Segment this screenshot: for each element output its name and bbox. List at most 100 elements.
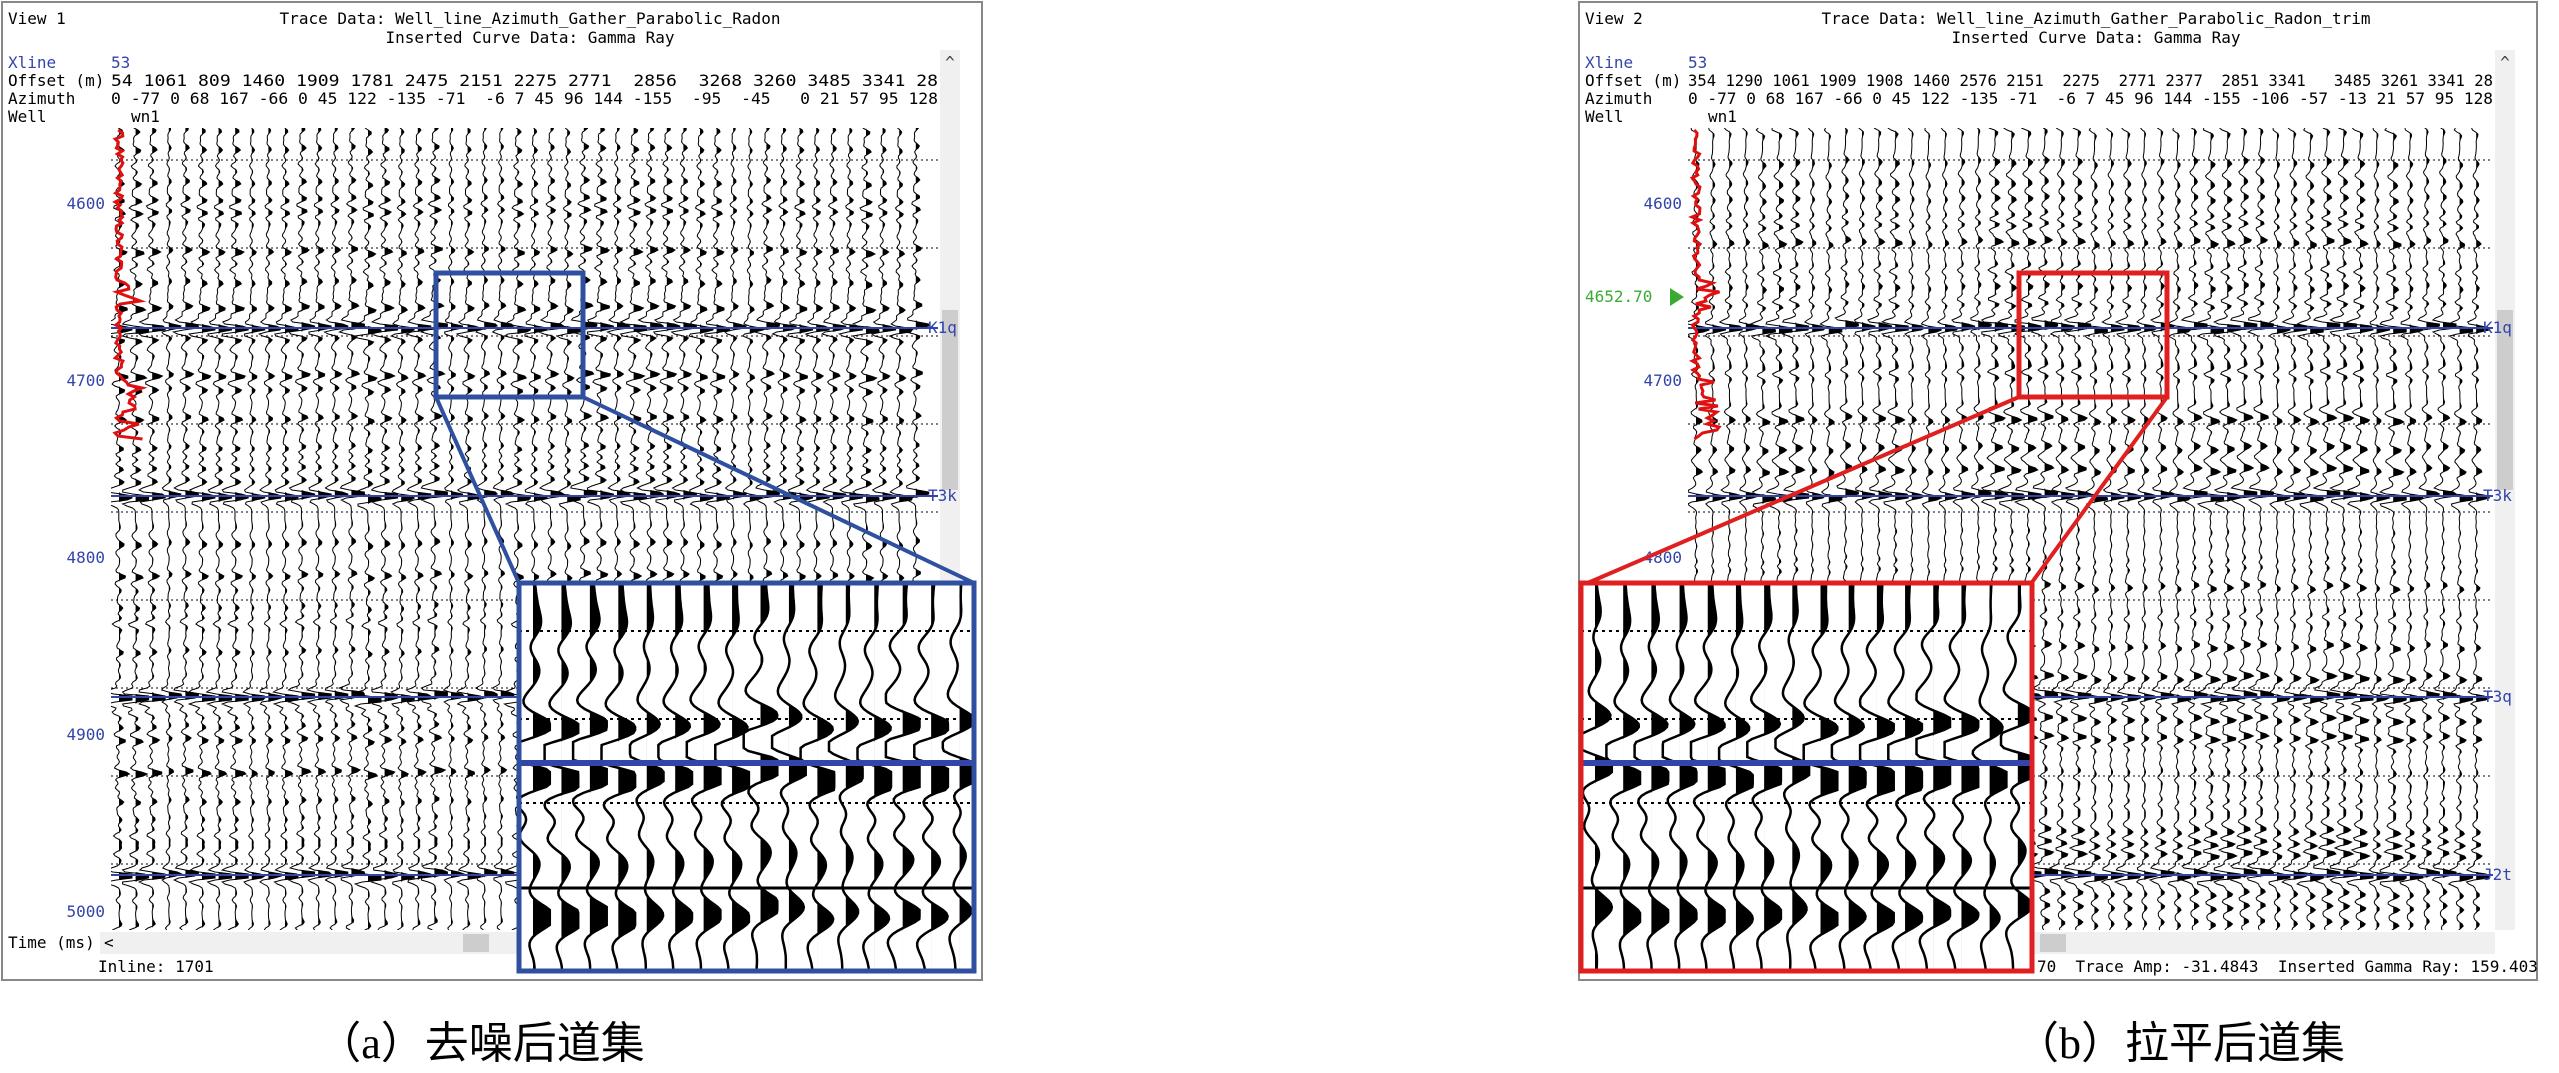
- trace-wiggle: [205, 128, 233, 930]
- trace-wiggle: [1915, 583, 1952, 971]
- trace-wiggle: [1717, 583, 1754, 971]
- marker-arrow: [1670, 288, 1684, 306]
- title: Trace Data: Well_line_Azimuth_Gather_Par…: [280, 9, 781, 28]
- trace-fill: [902, 583, 920, 971]
- trace-wiggle: [187, 128, 216, 930]
- trace-wiggle: [1605, 583, 1642, 970]
- trace-wiggle: [2447, 128, 2474, 930]
- trace-wiggle: [1887, 583, 1924, 971]
- header-label: Xline: [1585, 53, 1633, 72]
- time-tick-label: 4600: [1643, 194, 1682, 213]
- panel: View 1 Trace Data: Well_line_Azimuth_Gath…: [1, 1, 983, 1068]
- trace-wiggle: [657, 583, 694, 971]
- trace-wiggle: [827, 583, 864, 970]
- xline-value: 53: [111, 53, 130, 72]
- header-label: Offset (m): [8, 71, 104, 90]
- status-text: 70 Trace Amp: -31.4843 Inserted Gamma Ra…: [2037, 957, 2538, 976]
- trace-fill: [1623, 583, 1640, 971]
- scroll-up: ^: [2500, 53, 2510, 72]
- trace-wiggle: [685, 583, 722, 970]
- trace-wiggle: [1971, 583, 2008, 971]
- trace-wiggle: [2465, 128, 2491, 930]
- trace-wiggle: [305, 128, 332, 930]
- trace-fill: [1792, 583, 1810, 971]
- view-label: View 1: [8, 9, 66, 28]
- trace-wiggle: [2417, 128, 2441, 930]
- trace-fill: [1651, 583, 1669, 971]
- offset-values: 354 1290 1061 1909 1908 1460 2576 2151 2…: [1688, 71, 2493, 90]
- v-scroll-thumb: [942, 310, 958, 490]
- scroll-left: <: [104, 933, 114, 952]
- trace-fill: [1933, 583, 1950, 971]
- trace-wiggle: [2246, 128, 2274, 930]
- zoom-connector: [582, 395, 975, 585]
- trace-wiggle: [2281, 128, 2308, 930]
- horizon-label: T3k: [2483, 486, 2512, 505]
- trace-wiggle: [2379, 128, 2407, 930]
- caption: （a）去噪后道集: [317, 1019, 645, 1068]
- trace-wiggle: [257, 128, 283, 930]
- trace-wiggle: [2213, 128, 2241, 930]
- trace-wiggle: [628, 583, 665, 971]
- inset-traces: [519, 583, 974, 971]
- trace-wiggle: [1661, 583, 1698, 970]
- title: Trace Data: Well_line_Azimuth_Gather_Par…: [1821, 9, 2370, 28]
- trace-wiggle: [742, 583, 779, 971]
- time-label: Time (ms): [8, 933, 95, 952]
- trace-wiggle: [353, 128, 382, 930]
- time-tick-label: 4700: [66, 371, 105, 390]
- header-label: Xline: [8, 53, 56, 72]
- subtitle: Inserted Curve Data: Gamma Ray: [1952, 28, 2241, 47]
- trace-wiggle: [856, 583, 893, 971]
- trace-wiggle: [543, 583, 580, 971]
- trace-fill: [1679, 583, 1697, 971]
- v-scroll-thumb: [2497, 310, 2513, 490]
- trace-fill: [931, 583, 948, 971]
- xline-value: 53: [1688, 53, 1707, 72]
- status-text: Inline: 1701: [98, 957, 214, 976]
- trace-wiggle: [491, 128, 515, 930]
- trace-fill: [760, 583, 778, 971]
- trace-fill: [1820, 583, 1838, 971]
- trace-wiggle: [1943, 583, 1980, 971]
- trace-wiggle: [2431, 128, 2457, 930]
- trace-fill: [732, 583, 749, 971]
- trace-wiggle: [2296, 128, 2324, 930]
- trace-wiggle: [171, 128, 199, 930]
- time-tick-label: 4900: [66, 725, 105, 744]
- trace-wiggle: [770, 583, 807, 971]
- depth-marker: 4652.70: [1585, 287, 1652, 306]
- trace-wiggle: [1830, 583, 1867, 971]
- trace-wiggle: [1633, 583, 1670, 970]
- scroll-up: ^: [945, 53, 955, 72]
- h-scroll-thumb: [463, 934, 489, 952]
- trace-wiggle: [420, 128, 448, 930]
- time-tick-label: 4800: [66, 548, 105, 567]
- trace-wiggle: [600, 583, 637, 971]
- traces: [111, 128, 938, 930]
- gamma-ray-curve: [112, 128, 148, 441]
- header-label: Offset (m): [1585, 71, 1681, 90]
- trace-wiggle: [799, 583, 836, 971]
- trace-wiggle: [714, 583, 751, 971]
- trace-wiggle: [1774, 583, 1811, 971]
- gamma-ray-curve: [1688, 128, 1722, 441]
- trace-wiggle: [1858, 583, 1895, 971]
- horizon-label: K1q: [2483, 318, 2512, 337]
- trace-wiggle: [2063, 128, 2092, 930]
- trace-wiggle: [1802, 583, 1839, 971]
- azimuth-values: 0 -77 0 68 167 -66 0 45 122 -135 -71 -6 …: [1688, 89, 2493, 108]
- trace-wiggle: [2167, 128, 2192, 930]
- inset-frame: [1578, 580, 2035, 974]
- trace-fill: [788, 583, 806, 971]
- trace-wiggle: [455, 128, 482, 930]
- trace-wiggle: [1581, 583, 1614, 971]
- trace-fill: [533, 583, 550, 971]
- trace-wiggle: [2329, 128, 2357, 930]
- header-label: Azimuth: [1585, 89, 1652, 108]
- zoom-connector: [2028, 395, 2169, 587]
- trace-wiggle: [1689, 583, 1726, 970]
- horizon-label: T3k: [928, 486, 957, 505]
- trace-wiggle: [323, 128, 349, 930]
